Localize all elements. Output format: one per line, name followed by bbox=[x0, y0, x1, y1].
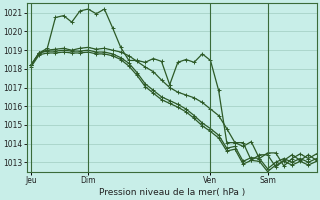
X-axis label: Pression niveau de la mer( hPa ): Pression niveau de la mer( hPa ) bbox=[99, 188, 245, 197]
